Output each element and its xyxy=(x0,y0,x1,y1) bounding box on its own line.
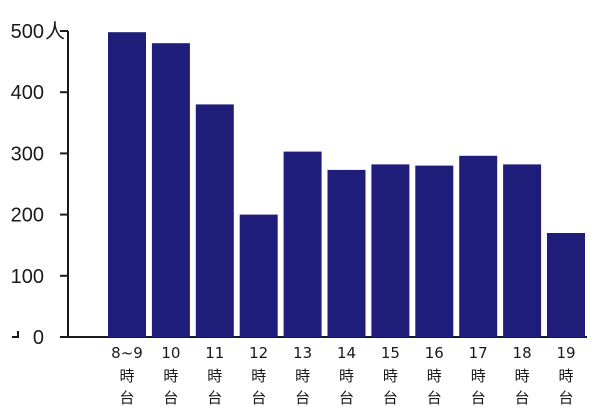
bar-9 xyxy=(503,164,542,337)
x-tick-label-0-2: 台 xyxy=(119,389,134,407)
x-tick-label-1-2: 台 xyxy=(163,389,178,407)
bar-6 xyxy=(371,164,410,337)
x-tick-label-4-0: 13 xyxy=(293,344,312,362)
bars xyxy=(108,32,585,338)
x-tick-label-7-2: 台 xyxy=(427,389,442,407)
y-tick-labels: 0 100 200 300 400 500 人 xyxy=(11,20,65,349)
x-tick-label-9-1: 時 xyxy=(515,367,530,385)
x-tick-label-9-2: 台 xyxy=(515,389,530,407)
bar-4 xyxy=(283,151,322,337)
x-tick-label-7-0: 16 xyxy=(425,344,444,362)
x-tick-label-0-0: 8~9 xyxy=(111,344,143,362)
x-tick-label-6-1: 時 xyxy=(383,367,398,385)
y-tick-label-2: 200 xyxy=(11,205,44,227)
bar-8 xyxy=(459,155,498,337)
x-tick-label-2-0: 11 xyxy=(205,344,224,362)
y-tick-label-5: 500 xyxy=(11,21,44,43)
x-tick-label-10-2: 台 xyxy=(558,389,573,407)
y-ticks xyxy=(60,30,68,338)
axis-break-mark xyxy=(12,331,19,338)
bar-3 xyxy=(239,214,278,337)
bar-0 xyxy=(108,32,146,337)
x-tick-label-3-0: 12 xyxy=(249,344,268,362)
x-tick-label-10-0: 19 xyxy=(556,344,575,362)
x-tick-label-1-0: 10 xyxy=(161,344,180,362)
x-tick-label-6-2: 台 xyxy=(383,389,398,407)
x-tick-label-3-2: 台 xyxy=(251,389,266,407)
x-tick-label-5-0: 14 xyxy=(337,344,356,362)
bar-1 xyxy=(151,43,190,337)
x-tick-label-6-0: 15 xyxy=(381,344,400,362)
x-tick-label-8-0: 17 xyxy=(469,344,488,362)
x-tick-label-5-1: 時 xyxy=(339,367,354,385)
x-tick-label-2-2: 台 xyxy=(207,389,222,407)
x-tick-label-4-1: 時 xyxy=(295,367,310,385)
y-tick-label-1: 100 xyxy=(11,266,44,288)
x-tick-label-3-1: 時 xyxy=(251,367,266,385)
y-tick-label-3: 300 xyxy=(11,143,44,165)
x-tick-label-0-1: 時 xyxy=(119,367,134,385)
x-tick-label-5-2: 台 xyxy=(339,389,354,407)
y-tick-label-4: 400 xyxy=(11,82,44,104)
bar-5 xyxy=(327,169,366,337)
x-tick-label-7-1: 時 xyxy=(427,367,442,385)
x-tick-label-8-1: 時 xyxy=(471,367,486,385)
bar-2 xyxy=(195,104,234,338)
x-tick-label-2-1: 時 xyxy=(207,367,222,385)
x-tick-label-1-1: 時 xyxy=(163,367,178,385)
bar-7 xyxy=(415,165,454,337)
x-tick-label-8-2: 台 xyxy=(471,389,486,407)
y-unit-label: 人 xyxy=(45,20,65,43)
bar-10 xyxy=(547,233,585,337)
x-tick-label-4-2: 台 xyxy=(295,389,310,407)
y-tick-label-0: 0 xyxy=(33,327,44,349)
x-tick-labels: 8~9時台10時台11時台12時台13時台14時台15時台16時台17時台18時… xyxy=(111,344,575,407)
x-tick-label-10-1: 時 xyxy=(558,367,573,385)
x-tick-label-9-0: 18 xyxy=(513,344,532,362)
